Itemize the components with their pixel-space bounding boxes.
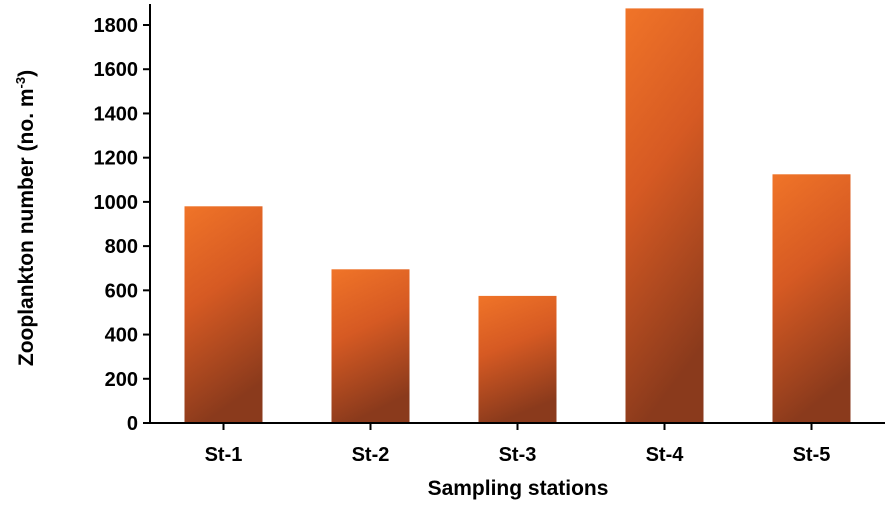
y-tick-label: 400	[105, 325, 138, 347]
x-tick-label: St-1	[205, 444, 243, 466]
y-tick-label: 800	[105, 236, 138, 258]
y-tick-label: 1000	[94, 192, 139, 214]
y-axis-title-superscript: -3	[13, 77, 28, 89]
bar-st-2	[331, 269, 410, 423]
y-tick-label: 200	[105, 369, 138, 391]
y-tick-label: 600	[105, 280, 138, 302]
y-axis-title-text: Zooplankton number (no. m	[15, 88, 38, 366]
bar-st-5	[772, 174, 851, 424]
bar-st-3	[478, 295, 557, 423]
x-tick-label: St-4	[646, 444, 685, 466]
x-axis-title: Sampling stations	[428, 477, 609, 500]
y-axis-title: Zooplankton number (no. m-3)	[13, 70, 38, 366]
y-tick-label: 0	[127, 413, 138, 435]
y-tick-label: 1400	[94, 103, 139, 125]
y-tick-label: 1200	[94, 148, 139, 170]
x-tick-label: St-3	[499, 444, 537, 466]
ticks-layer: St-1 St-2 St-3 St-4 St-5 0 200 400 600 800 1000 120…	[94, 15, 831, 466]
y-tick-label: 1600	[94, 59, 139, 81]
bar-st-4	[625, 8, 704, 424]
x-tick-label: St-2	[352, 444, 390, 466]
x-tick-label: St-5	[793, 444, 831, 466]
bars-layer	[184, 8, 851, 424]
y-tick-label: 1800	[94, 15, 139, 37]
bar-st-1	[184, 206, 263, 423]
y-axis-title-suffix: )	[15, 70, 38, 77]
